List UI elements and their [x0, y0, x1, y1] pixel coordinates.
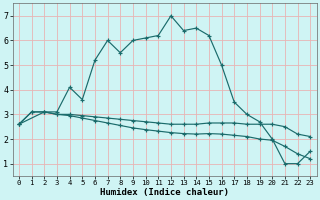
X-axis label: Humidex (Indice chaleur): Humidex (Indice chaleur)	[100, 188, 229, 197]
